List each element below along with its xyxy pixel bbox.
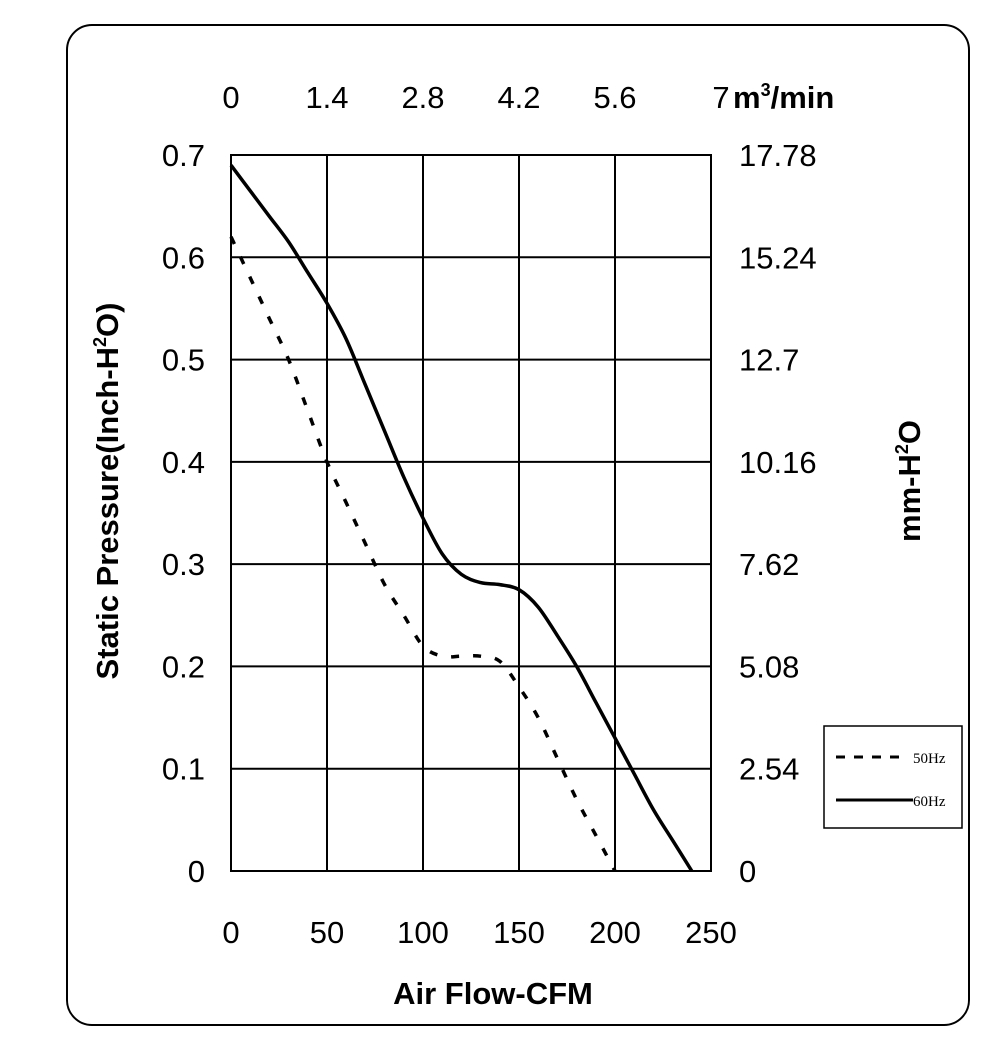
y-tick-label: 0.6	[162, 240, 205, 275]
y-tick-label: 0.4	[162, 445, 205, 480]
legend-label-50hz: 50Hz	[913, 751, 946, 767]
right-axis-tick-label: 5.08	[739, 649, 799, 684]
right-axis-tick-label: 17.78	[739, 138, 817, 173]
x-tick-label: 50	[310, 915, 344, 950]
y-tick-label: 0.5	[162, 343, 205, 378]
x-tick-label: 200	[589, 915, 641, 950]
right-axis-tick-label: 7.62	[739, 547, 799, 582]
legend: 50Hz 60Hz	[823, 725, 963, 829]
x-tick-label: 150	[493, 915, 545, 950]
right-axis-tick-label: 12.7	[739, 343, 799, 378]
y-tick-label: 0.2	[162, 649, 205, 684]
right-axis-tick-label: 15.24	[739, 240, 817, 275]
top-axis-tick-label: 1.4	[305, 80, 348, 115]
x-axis-title: Air Flow-CFM	[393, 976, 593, 1011]
top-axis-tick-label: 7	[712, 80, 729, 115]
x-tick-label: 100	[397, 915, 449, 950]
top-axis-tick-label: 2.8	[401, 80, 444, 115]
grid-lines	[231, 155, 711, 871]
y-axis-title: Static Pressure(Inch-H2O)	[90, 303, 125, 680]
right-axis-tick-label: 10.16	[739, 445, 817, 480]
right-axis-tick-label: 2.54	[739, 752, 799, 787]
top-axis-unit: m3/min	[733, 80, 834, 115]
legend-label-60hz: 60Hz	[913, 794, 946, 810]
series-layer	[229, 164, 694, 872]
y-tick-label: 0	[188, 854, 205, 889]
top-axis-tick-label: 5.6	[593, 80, 636, 115]
right-axis-tick-label: 0	[739, 854, 756, 889]
x-tick-label: 250	[685, 915, 737, 950]
plot-area-border	[230, 154, 712, 872]
y-tick-label: 0.7	[162, 138, 205, 173]
series-line-60hz	[229, 164, 694, 872]
right-axis-title: mm-H2O	[892, 420, 927, 542]
y-tick-label: 0.1	[162, 752, 205, 787]
x-tick-label: 0	[222, 915, 239, 950]
legend-box	[823, 725, 963, 829]
top-axis-tick-label: 4.2	[497, 80, 540, 115]
top-axis-tick-label: 0	[222, 80, 239, 115]
y-tick-label: 0.3	[162, 547, 205, 582]
